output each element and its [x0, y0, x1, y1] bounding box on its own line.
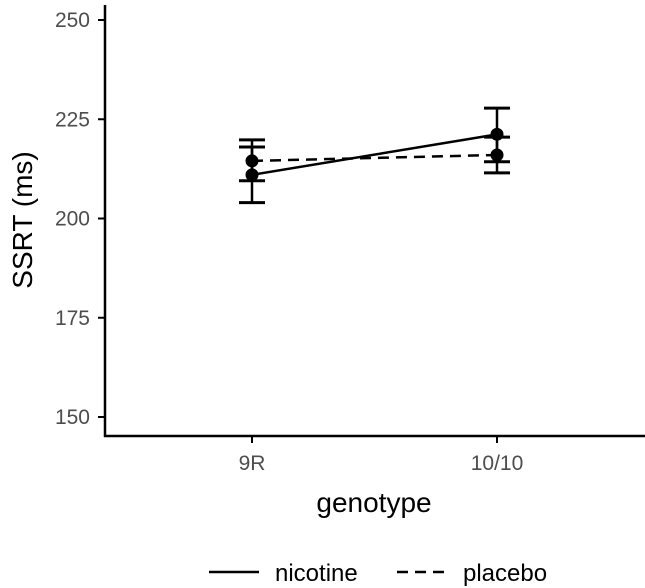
- y-ticks: 150 175 200 225 250: [55, 9, 105, 429]
- series-line-nicotine: [251, 133, 498, 177]
- y-tick-label: 200: [55, 208, 90, 231]
- legend-label-placebo: placebo: [463, 560, 547, 587]
- plot-panel: 150 175 200 225 250 9R 10/10: [55, 5, 645, 475]
- y-axis-title: SSRT (ms): [7, 151, 38, 288]
- legend: nicotine placebo: [209, 560, 547, 587]
- y-tick-label: 250: [55, 9, 90, 32]
- legend-label-nicotine: nicotine: [275, 560, 358, 587]
- series-line-placebo: [251, 153, 498, 163]
- y-tick-label: 225: [55, 108, 90, 131]
- series-placebo: [239, 135, 510, 183]
- data-point-placebo: [490, 148, 504, 162]
- x-tick-label: 10/10: [471, 452, 524, 475]
- data-point-placebo: [245, 154, 259, 168]
- y-tick-label: 150: [55, 406, 90, 429]
- x-ticks: 9R 10/10: [239, 436, 524, 475]
- x-axis-title: genotype: [316, 487, 431, 518]
- series-layer: [239, 106, 510, 205]
- y-tick-label: 175: [55, 307, 90, 330]
- x-tick-label: 9R: [239, 452, 266, 475]
